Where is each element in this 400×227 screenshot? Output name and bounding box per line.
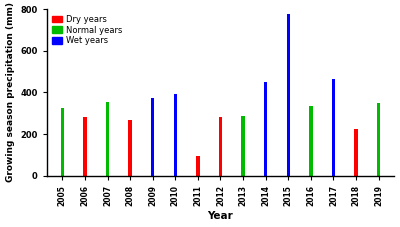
Bar <box>241 116 245 176</box>
Bar <box>377 103 380 176</box>
Bar <box>332 79 335 176</box>
Y-axis label: Growing season precipitation (mm): Growing season precipitation (mm) <box>6 2 14 183</box>
Bar <box>354 129 358 176</box>
Bar <box>286 14 290 176</box>
Bar <box>151 98 154 176</box>
Bar <box>196 156 200 176</box>
Bar <box>219 117 222 176</box>
Bar <box>128 120 132 176</box>
Bar <box>309 106 312 176</box>
Bar <box>174 94 177 176</box>
Bar <box>264 82 267 176</box>
Bar <box>83 117 87 176</box>
X-axis label: Year: Year <box>208 211 233 222</box>
Legend: Dry years, Normal years, Wet years: Dry years, Normal years, Wet years <box>51 13 124 47</box>
Bar <box>61 108 64 176</box>
Bar <box>106 102 109 176</box>
